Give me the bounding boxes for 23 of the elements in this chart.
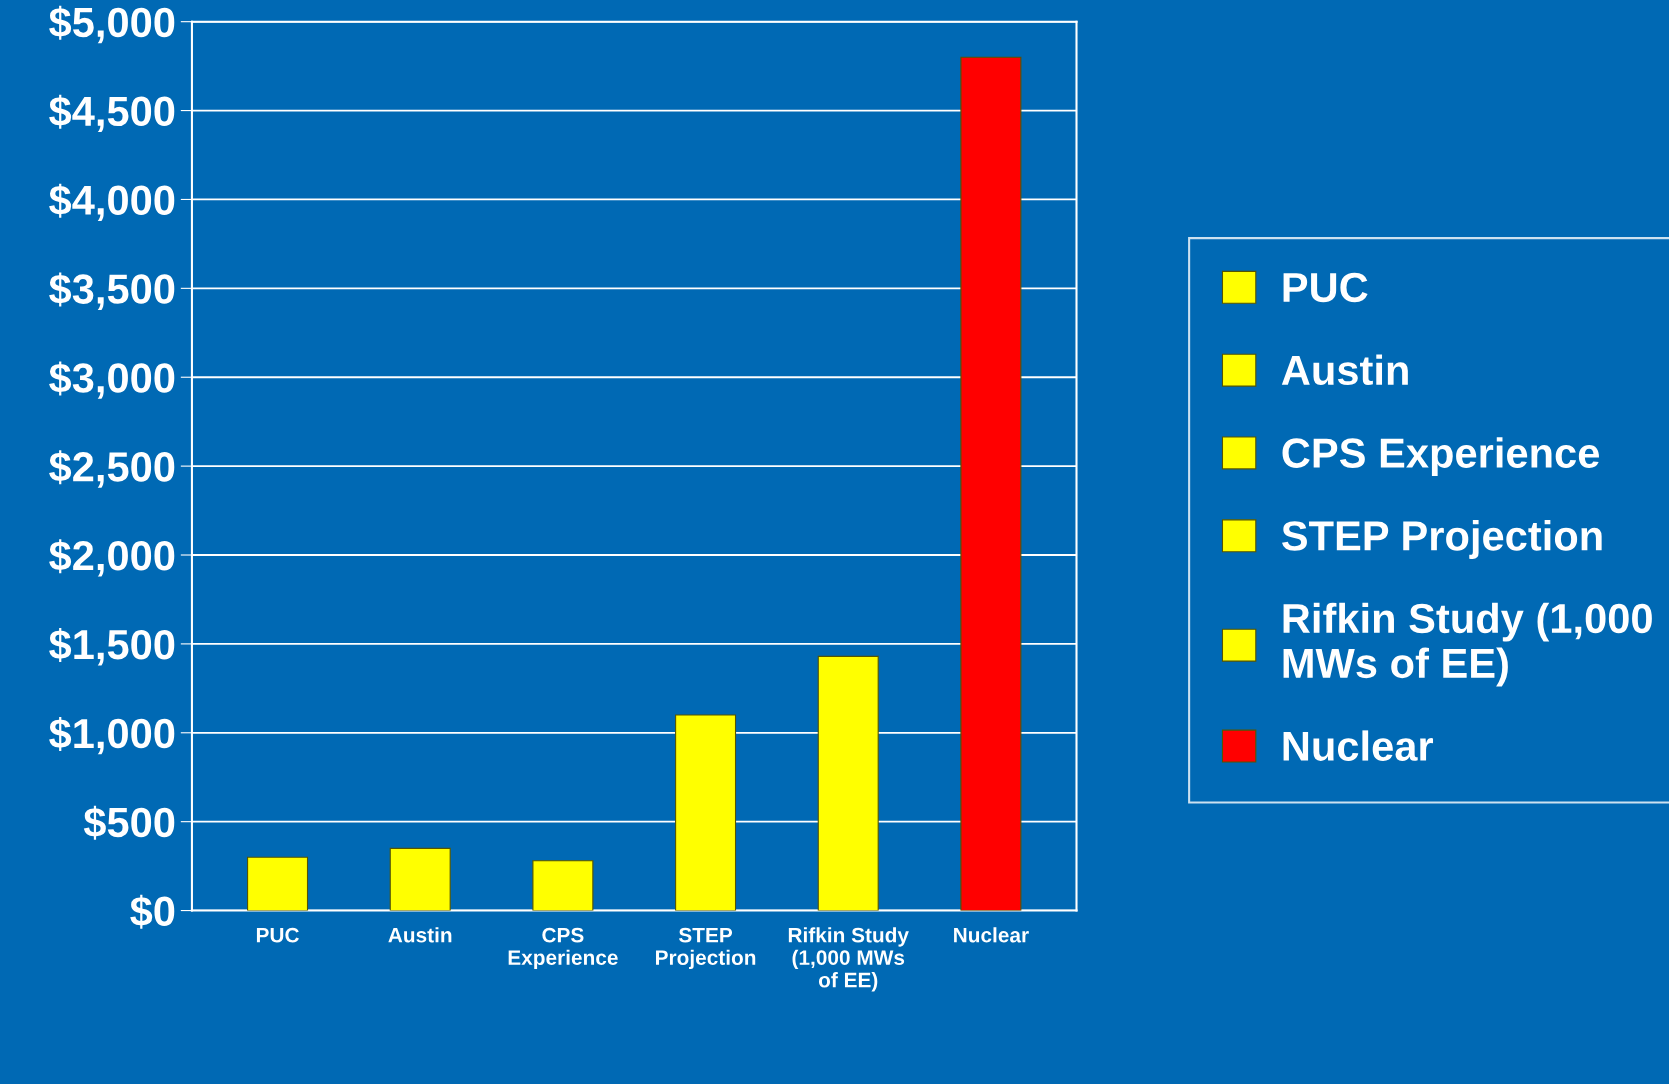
y-tick-label: $4,000 [49,183,175,222]
y-tick-label: $1,000 [49,716,175,755]
legend-label: STEP Projection [1282,520,1602,559]
y-tick-label: $1,500 [49,628,175,666]
y-tick-label: $2,500 [49,450,175,488]
x-tick-label: STEP Projection [656,927,756,970]
x-tick-label: PUC [256,927,299,943]
x-tick-label: Nuclear [954,927,1029,943]
y-tick-label: $500 [83,805,175,840]
legend-label: Nuclear [1283,730,1434,761]
y-tick-label: $3,500 [49,272,175,310]
x-tick-label: Rifkin Study (1,000 MWs of EE) [788,927,909,992]
y-tick-label: $0 [130,894,175,929]
y-tick-label: $5,000 [49,5,175,44]
legend-label: Austin [1281,354,1408,386]
legend-label: Rifkin Study (1,000 MWs of EE) [1283,602,1652,687]
x-tick-label: CPS Experience [508,927,618,970]
y-tick-label: $3,000 [49,361,175,399]
y-tick-label: $4,500 [49,94,175,133]
x-tick-label: Austin [388,927,452,943]
legend-label: PUC [1283,272,1368,303]
legend-label: CPS Experience [1282,437,1599,477]
y-tick-label: $2,000 [49,539,175,577]
